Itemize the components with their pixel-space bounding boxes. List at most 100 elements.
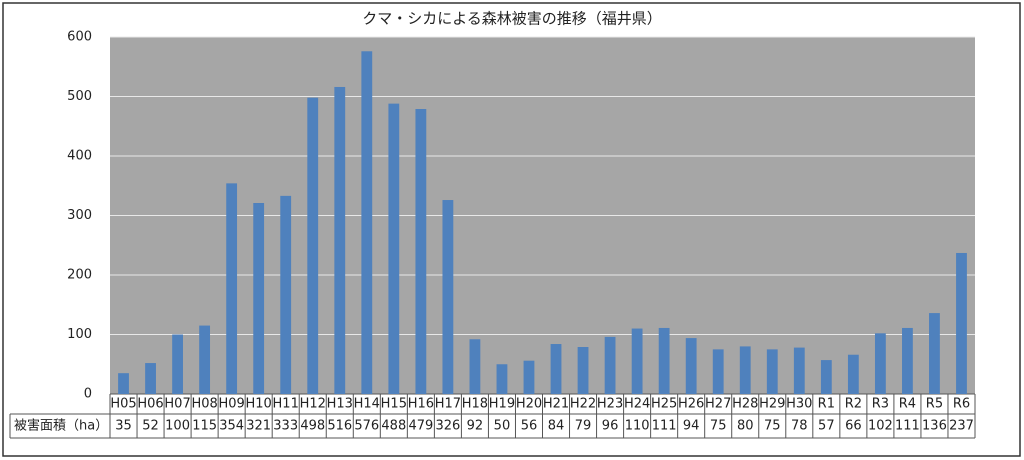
table-value: 100 — [165, 419, 190, 434]
x-tick-label: H16 — [408, 397, 434, 412]
table-value: 237 — [949, 419, 974, 434]
y-tick-label: 100 — [67, 327, 92, 342]
bar — [577, 346, 589, 394]
table-value: 78 — [791, 419, 808, 434]
bar — [496, 364, 508, 394]
table-value: 516 — [327, 419, 352, 434]
table-value: 52 — [142, 419, 159, 434]
bar — [523, 360, 535, 394]
table-value: 56 — [521, 419, 538, 434]
x-tick-label: H19 — [489, 397, 515, 412]
bar — [929, 313, 940, 394]
x-tick-label: H26 — [678, 397, 704, 412]
bar — [334, 86, 346, 394]
bar — [226, 183, 238, 394]
y-tick-label: 400 — [67, 149, 92, 164]
table-value: 326 — [435, 419, 460, 434]
y-tick-label: 600 — [67, 30, 92, 45]
bar — [307, 97, 319, 394]
bar — [956, 252, 967, 394]
bar — [199, 325, 211, 394]
x-tick-label: R3 — [872, 397, 889, 412]
table-value: 321 — [246, 419, 271, 434]
x-tick-label: H30 — [786, 397, 812, 412]
bar — [253, 203, 265, 394]
series-name: 被害面積（ha） — [14, 418, 108, 434]
x-tick-label: H23 — [597, 397, 623, 412]
y-tick-label: 500 — [67, 89, 92, 104]
bar — [766, 349, 778, 394]
bar — [902, 327, 913, 394]
table-value: 80 — [737, 419, 754, 434]
bar — [739, 346, 751, 394]
bar — [469, 339, 481, 394]
table-value: 79 — [575, 419, 592, 434]
bar — [658, 327, 670, 394]
bar — [631, 328, 643, 394]
x-tick-label: R2 — [845, 397, 862, 412]
bar — [388, 103, 400, 394]
bar — [604, 336, 616, 394]
x-tick-label: H24 — [624, 397, 650, 412]
x-tick-label: H10 — [246, 397, 272, 412]
table-value: 136 — [922, 419, 947, 434]
x-tick-label: R4 — [899, 397, 916, 412]
table-value: 75 — [764, 419, 781, 434]
x-tick-label: H09 — [218, 397, 244, 412]
bar — [415, 108, 427, 395]
x-tick-label: R1 — [818, 397, 835, 412]
x-tick-label: H29 — [759, 397, 785, 412]
table-value: 479 — [408, 419, 433, 434]
bar — [145, 363, 156, 394]
table-value: 92 — [467, 419, 484, 434]
bar — [172, 334, 183, 394]
table-value: 102 — [868, 419, 893, 434]
x-tick-label: H05 — [110, 397, 136, 412]
x-tick-label: H08 — [191, 397, 217, 412]
table-value: 576 — [354, 419, 379, 434]
x-tick-label: H15 — [381, 397, 407, 412]
x-tick-label: H07 — [164, 397, 190, 412]
chart-title: クマ・シカによる森林被害の推移（福井県） — [362, 10, 662, 28]
table-value: 84 — [548, 419, 565, 434]
x-tick-label: H18 — [462, 397, 488, 412]
x-tick-label: H13 — [327, 397, 353, 412]
bar — [280, 195, 292, 394]
bar — [685, 338, 697, 394]
table-value: 488 — [381, 419, 406, 434]
x-tick-label: H22 — [570, 397, 596, 412]
bar — [118, 373, 129, 394]
y-tick-label: 0 — [84, 387, 92, 402]
table-value: 57 — [818, 419, 835, 434]
x-tick-label: H17 — [435, 397, 461, 412]
table-value: 110 — [625, 419, 650, 434]
x-tick-label: H11 — [273, 397, 299, 412]
table-value: 111 — [652, 419, 677, 434]
x-tick-label: H21 — [543, 397, 569, 412]
bar — [712, 349, 724, 394]
table-value: 50 — [494, 419, 511, 434]
bar — [442, 200, 454, 394]
table-value: 333 — [273, 419, 298, 434]
x-tick-label: H06 — [137, 397, 163, 412]
x-tick-label: H12 — [300, 397, 326, 412]
bar — [793, 347, 805, 394]
bar — [550, 344, 562, 394]
table-value: 96 — [602, 419, 619, 434]
x-tick-label: R6 — [953, 397, 970, 412]
x-tick-label: R5 — [926, 397, 943, 412]
table-value: 115 — [192, 419, 217, 434]
bar — [874, 333, 886, 394]
bar — [361, 51, 373, 394]
y-tick-label: 300 — [67, 208, 92, 223]
bar — [847, 354, 859, 394]
table-value: 354 — [219, 419, 244, 434]
table-value: 111 — [895, 419, 920, 434]
x-tick-label: H27 — [705, 397, 731, 412]
bar — [820, 360, 832, 394]
x-tick-label: H28 — [732, 397, 758, 412]
y-tick-label: 200 — [67, 268, 92, 283]
table-value: 66 — [845, 419, 862, 434]
x-tick-label: H20 — [516, 397, 542, 412]
